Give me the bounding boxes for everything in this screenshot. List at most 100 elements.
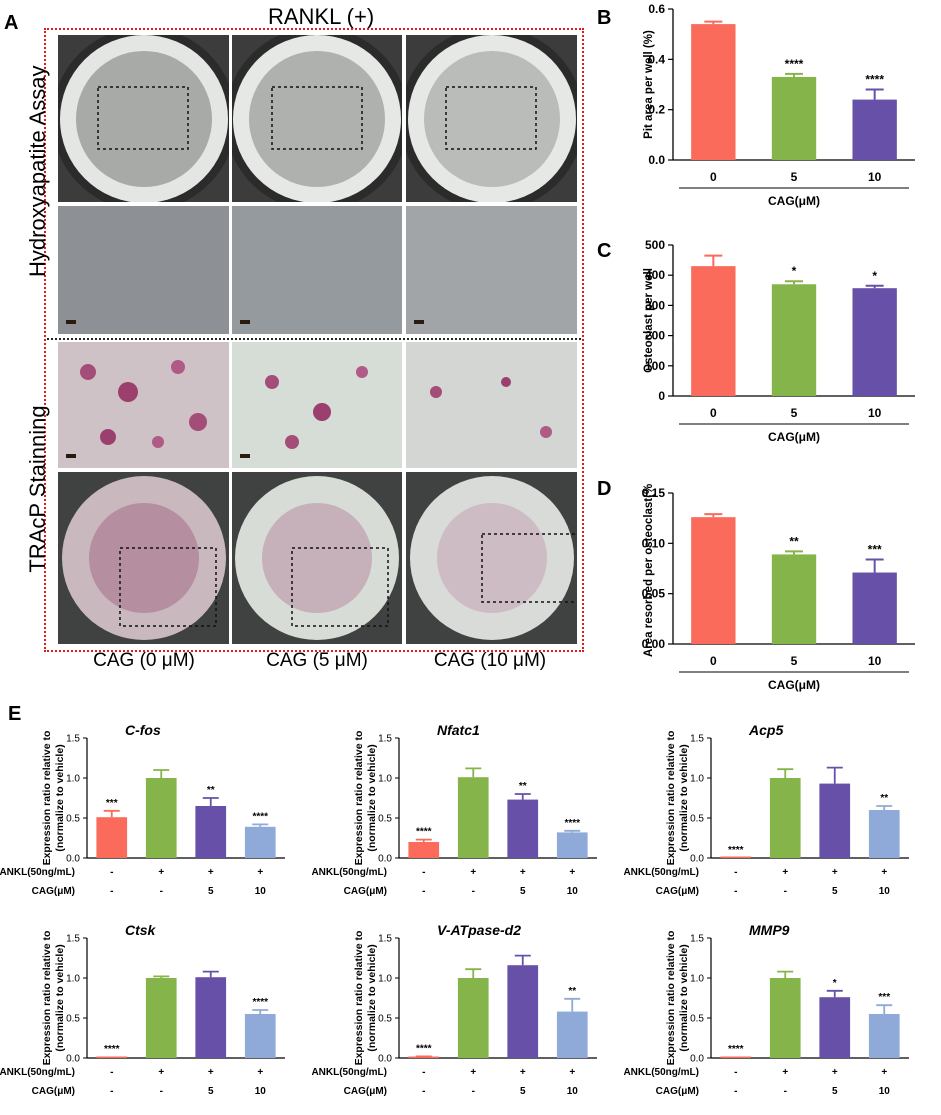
cag-value: 10 (879, 886, 891, 897)
tracp-zoom-0uM (58, 342, 229, 468)
y-tick-label: 0.5 (378, 814, 392, 825)
cag-value: 10 (879, 1086, 891, 1097)
rankl-row-label: RANKL(50ng/mL) (624, 867, 699, 878)
rankl-value: - (734, 1067, 737, 1078)
significance-label: *** (106, 798, 118, 809)
rankl-value: + (208, 1067, 214, 1078)
y-tick-label: 0.0 (66, 1054, 80, 1065)
bar (720, 1056, 752, 1058)
gene-title: MMP9 (749, 922, 790, 938)
y-axis-label-line1: Expression ratio relative to (41, 931, 53, 1066)
x-tick-label: 10 (868, 406, 882, 420)
gene-title: V-ATpase-d2 (437, 922, 521, 938)
cag-value: - (422, 886, 425, 897)
chart-e-cfos: C-fos 0.0 0.5 1.0 1.5 Expression ratio relati… (0, 722, 285, 897)
rankl-value: + (881, 867, 887, 878)
ha-zoom-5uM (232, 206, 402, 334)
cag-value: 10 (255, 1086, 267, 1097)
ha-dish-10uM (406, 35, 577, 202)
y-tick-label: 0.0 (378, 1054, 392, 1065)
x-tick-label: 0 (710, 406, 717, 420)
bar (96, 1056, 128, 1058)
bar (771, 554, 817, 644)
cag-value: 5 (208, 1086, 214, 1097)
tracp-zoom-10uM-drawing (430, 377, 552, 438)
y-tick-label: 1.5 (378, 934, 392, 945)
bar (819, 783, 851, 858)
x-tick-label: 5 (791, 654, 798, 668)
y-tick-label: 1.5 (690, 734, 704, 745)
y-axis-label: Pit area per well (%) (643, 30, 655, 139)
bar (868, 1014, 900, 1058)
cag-value: - (734, 886, 737, 897)
y-tick-label: 0.05 (642, 587, 666, 601)
y-tick-label: 500 (645, 238, 665, 252)
y-axis-label-line2: (normalize to vehicle) (678, 944, 690, 1051)
bar (556, 832, 588, 858)
y-tick-label: 1.5 (66, 934, 80, 945)
cag-row-label: CAG(μM) (344, 1086, 387, 1097)
y-axis-label-line2: (normalize to vehicle) (366, 944, 378, 1051)
tracp-dish-5uM-drawing (235, 476, 399, 640)
bar (852, 99, 897, 160)
tracp-zoom-10uM (406, 342, 577, 468)
significance-label: *** (878, 992, 890, 1003)
rankl-row-label: RANKL(50ng/mL) (312, 1067, 387, 1078)
cag-row-label: CAG(μM) (32, 886, 75, 897)
y-tick-label: 1.5 (378, 734, 392, 745)
condition-label-10uM: CAG (10 μM) (433, 650, 547, 671)
x-axis-label: CAG(μM) (768, 430, 820, 444)
cag-value: - (422, 1086, 425, 1097)
y-axis-label-line2: (normalize to vehicle) (678, 744, 690, 851)
rankl-value: + (158, 867, 164, 878)
ha-dish-0uM (58, 35, 229, 202)
bar (244, 1014, 276, 1058)
bar (408, 842, 440, 858)
bar (507, 965, 539, 1058)
significance-label: **** (252, 997, 268, 1008)
y-tick-label: 0.10 (642, 536, 666, 550)
bar (691, 517, 736, 644)
bar (819, 997, 851, 1058)
condition-label-5uM: CAG (5 μM) (266, 650, 368, 671)
y-tick-label: 0 (658, 389, 665, 403)
y-tick-label: 400 (645, 268, 665, 282)
bar (244, 826, 276, 858)
ha-dish-5uM (232, 35, 402, 202)
panel-e-letter: E (8, 703, 22, 725)
y-tick-label: 0.0 (378, 854, 392, 865)
rankl-value: - (422, 1067, 425, 1078)
tracp-dish-0uM-drawing (62, 476, 226, 640)
chart-b: 0.0 0.2 0.4 0.6 Pit area per well (%) 0 **** 5 *… (643, 2, 915, 208)
y-tick-label: 0.0 (648, 153, 665, 167)
y-tick-label: 1.0 (66, 774, 80, 785)
cag-value: - (110, 1086, 113, 1097)
y-axis-label-line2: (normalize to vehicle) (54, 944, 66, 1051)
chart-c: 0 100 200 300 400 500 Osteoclast per well 0 * 5 * 1… (643, 238, 915, 444)
tracp-zoom-5uM (232, 342, 402, 468)
bar (145, 978, 177, 1058)
significance-label: *** (868, 542, 882, 556)
significance-label: **** (865, 73, 884, 87)
cag-value: 5 (520, 886, 526, 897)
y-axis-label-line1: Expression ratio relative to (41, 731, 53, 866)
rankl-value: - (734, 867, 737, 878)
panel-c-letter: C (597, 240, 612, 262)
x-tick-label: 0 (710, 654, 717, 668)
condition-label-0uM: CAG (0 μM) (93, 650, 195, 671)
rankl-value: - (110, 867, 113, 878)
y-axis-label-line1: Expression ratio relative to (353, 731, 365, 866)
gene-title: Nfatc1 (437, 722, 480, 738)
bar (556, 1011, 588, 1058)
significance-label: * (792, 264, 797, 278)
significance-label: **** (785, 57, 804, 71)
bar (457, 777, 489, 858)
bar (852, 572, 897, 644)
y-axis-label-line2: (normalize to vehicle) (366, 744, 378, 851)
y-tick-label: 1.0 (378, 974, 392, 985)
significance-label: ** (207, 785, 215, 796)
cag-row-label: CAG(μM) (656, 1086, 699, 1097)
bar (720, 856, 752, 858)
bar (96, 817, 128, 858)
chart-e-mmp9: MMP9 0.0 0.5 1.0 1.5 Expression ratio relativ… (624, 922, 909, 1097)
